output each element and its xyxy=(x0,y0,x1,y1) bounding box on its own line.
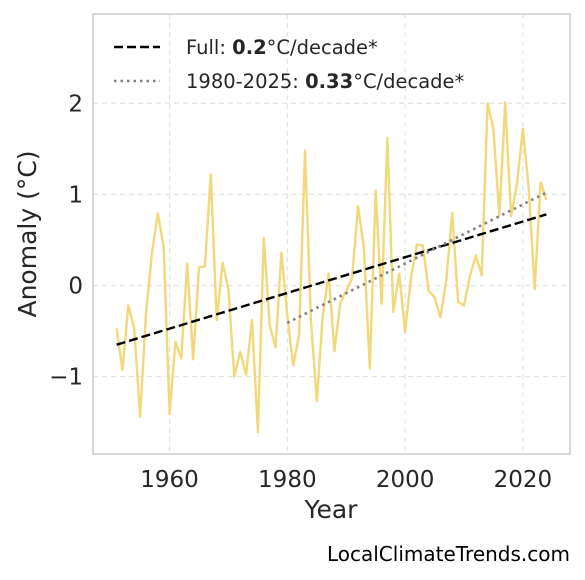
tick-labels: 1960 1980 2000 2020 −1 0 1 2 xyxy=(49,91,552,493)
y-axis-title: Anomaly (°C) xyxy=(13,150,42,317)
credit-text: LocalClimateTrends.com xyxy=(327,542,570,566)
y-tick-label: 2 xyxy=(68,91,83,117)
x-tick-label: 1980 xyxy=(258,467,317,493)
trend-line-full xyxy=(116,213,547,346)
x-tick-label: 1960 xyxy=(140,467,199,493)
x-axis-title: Year xyxy=(304,495,359,524)
y-tick-label: −1 xyxy=(49,365,83,391)
y-tick-label: 0 xyxy=(68,273,83,299)
legend-label-recent: 1980-2025: 0.33°C/decade* xyxy=(186,70,465,93)
x-tick-label: 2000 xyxy=(376,467,435,493)
series-group xyxy=(115,101,548,434)
gridlines xyxy=(93,14,570,454)
y-tick-label: 1 xyxy=(68,182,83,208)
legend: Full: 0.2°C/decade* 1980-2025: 0.33°C/de… xyxy=(114,36,465,93)
plot-frame xyxy=(92,13,571,455)
x-tick-label: 2020 xyxy=(494,467,553,493)
trend-line-1980-2025 xyxy=(286,191,547,324)
legend-label-full: Full: 0.2°C/decade* xyxy=(186,36,378,59)
anomaly-line xyxy=(115,101,548,434)
